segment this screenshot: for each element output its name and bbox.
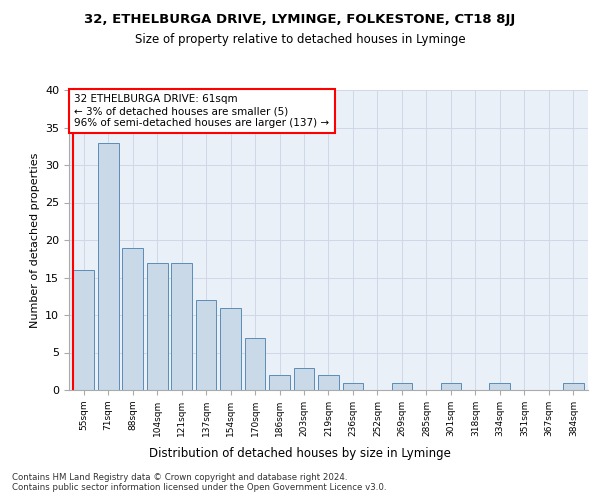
- Bar: [490, 382, 510, 390]
- Bar: [73, 270, 94, 390]
- Bar: [98, 142, 119, 390]
- Bar: [196, 300, 217, 390]
- Y-axis label: Number of detached properties: Number of detached properties: [29, 152, 40, 328]
- Bar: [171, 262, 192, 390]
- Text: Contains HM Land Registry data © Crown copyright and database right 2024.
Contai: Contains HM Land Registry data © Crown c…: [12, 472, 386, 492]
- Bar: [318, 375, 339, 390]
- Bar: [245, 338, 265, 390]
- Bar: [563, 382, 584, 390]
- Bar: [269, 375, 290, 390]
- Text: 32, ETHELBURGA DRIVE, LYMINGE, FOLKESTONE, CT18 8JJ: 32, ETHELBURGA DRIVE, LYMINGE, FOLKESTON…: [85, 12, 515, 26]
- Text: Distribution of detached houses by size in Lyminge: Distribution of detached houses by size …: [149, 448, 451, 460]
- Text: Size of property relative to detached houses in Lyminge: Size of property relative to detached ho…: [134, 32, 466, 46]
- Bar: [147, 262, 167, 390]
- Bar: [220, 308, 241, 390]
- Bar: [392, 382, 412, 390]
- Bar: [293, 368, 314, 390]
- Text: 32 ETHELBURGA DRIVE: 61sqm
← 3% of detached houses are smaller (5)
96% of semi-d: 32 ETHELBURGA DRIVE: 61sqm ← 3% of detac…: [74, 94, 329, 128]
- Bar: [440, 382, 461, 390]
- Bar: [343, 382, 364, 390]
- Bar: [122, 248, 143, 390]
